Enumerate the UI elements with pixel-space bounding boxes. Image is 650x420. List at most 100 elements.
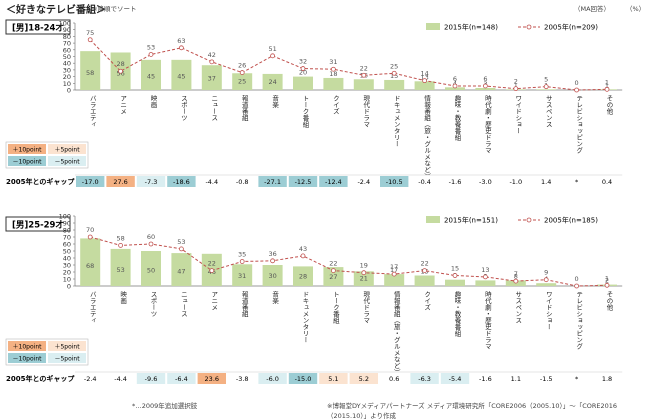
x-category-label: ドキュメンタリー bbox=[392, 95, 400, 147]
gap-cell-bg bbox=[380, 176, 409, 187]
bar bbox=[141, 251, 161, 286]
line-point bbox=[148, 241, 154, 247]
x-category-label: トーク番組 bbox=[331, 291, 339, 324]
line-value-label: 0 bbox=[575, 275, 579, 283]
gap-value: -1.5 bbox=[540, 375, 553, 383]
line-series bbox=[89, 39, 608, 91]
bar bbox=[445, 87, 465, 90]
color-key-label: ＋10point bbox=[13, 344, 43, 351]
line-value-label: 5 bbox=[544, 76, 548, 84]
line-point bbox=[361, 270, 367, 276]
gap-cell-bg bbox=[167, 373, 196, 384]
x-category-label: バラエティ bbox=[88, 95, 96, 128]
bar-value-label: 15 bbox=[390, 72, 398, 80]
line-point bbox=[148, 52, 154, 57]
y-tick-label: 80 bbox=[63, 227, 71, 235]
color-key-swatch bbox=[48, 353, 86, 363]
x-category-label: 現代ドラマ bbox=[362, 95, 370, 128]
x-category-label: ニュース bbox=[179, 291, 187, 317]
line-point bbox=[239, 259, 245, 264]
color-key-swatch bbox=[48, 341, 86, 351]
line-point bbox=[209, 268, 215, 274]
line-value-label: 22 bbox=[208, 260, 216, 268]
x-category-label: テレビショッピング bbox=[575, 95, 583, 154]
line-point bbox=[118, 68, 123, 74]
chart-title-box bbox=[5, 216, 71, 232]
gap-cell-bg bbox=[288, 373, 318, 384]
x-category-label: 現代ドラマ bbox=[362, 291, 370, 324]
bar bbox=[232, 73, 253, 90]
line-value-label: 6 bbox=[453, 75, 457, 83]
line-value-label: 63 bbox=[177, 37, 185, 45]
gap-value: -1.0 bbox=[509, 178, 522, 186]
bar bbox=[80, 238, 101, 286]
bar bbox=[475, 87, 496, 90]
gap-value: -18.6 bbox=[173, 178, 190, 186]
y-tick-label: 0 bbox=[67, 283, 71, 291]
bar bbox=[293, 266, 313, 286]
y-tick-label: 40 bbox=[63, 60, 71, 68]
x-category-label: サスペンス bbox=[514, 291, 522, 324]
bar bbox=[293, 76, 313, 90]
footnote: *…2009年追加選択肢 bbox=[132, 402, 198, 410]
bar bbox=[232, 264, 253, 286]
line-point bbox=[422, 268, 428, 274]
gap-value: -6.3 bbox=[418, 375, 431, 383]
line-value-label: 22 bbox=[420, 260, 428, 268]
x-category-label: ドキュメンタリー bbox=[301, 291, 309, 343]
gap-value: -27.1 bbox=[264, 178, 281, 186]
x-category-label: 時代劇・歴史ドラマ bbox=[483, 291, 491, 350]
bar bbox=[536, 283, 557, 286]
chart-title: [男]18-24才 bbox=[12, 23, 64, 34]
x-category-label: ニュース bbox=[210, 95, 218, 121]
y-tick-label: 50 bbox=[63, 53, 71, 61]
gap-value: -12.4 bbox=[325, 178, 342, 186]
color-key-swatch bbox=[8, 341, 46, 351]
bar-value-label: 24 bbox=[268, 78, 276, 86]
gap-value: 0.6 bbox=[389, 375, 399, 383]
bar-value-label: 47 bbox=[177, 267, 185, 275]
gap-value: 0.4 bbox=[602, 178, 612, 186]
legend-bar-swatch bbox=[426, 23, 440, 30]
bar bbox=[536, 89, 557, 90]
line-value-label: 75 bbox=[86, 29, 94, 37]
y-tick-label: 60 bbox=[63, 46, 71, 54]
bar-value-label: 45 bbox=[177, 73, 185, 81]
bar-value-label: 2 bbox=[605, 277, 609, 285]
line-point bbox=[270, 258, 276, 264]
x-category-label: テレビショッピング bbox=[575, 291, 583, 350]
gap-row-label: 2005年とのギャップ bbox=[6, 374, 75, 383]
gap-value: -12.5 bbox=[295, 178, 312, 186]
line-point bbox=[87, 37, 93, 43]
gap-cell-bg bbox=[258, 373, 287, 384]
gap-cell-bg bbox=[319, 373, 348, 384]
line-series bbox=[90, 236, 608, 287]
bar-value-label: 31 bbox=[238, 272, 246, 280]
y-tick-label: 30 bbox=[63, 262, 71, 270]
line-value-label: 22 bbox=[329, 260, 337, 268]
x-category-label: 趣味・教養番組 bbox=[453, 94, 461, 141]
y-tick-label: 10 bbox=[63, 276, 71, 284]
gap-value: 5.1 bbox=[328, 375, 338, 383]
y-tick-label: 60 bbox=[63, 241, 71, 249]
x-category-label: スポーツ bbox=[179, 95, 187, 121]
y-tick-label: 10 bbox=[63, 80, 71, 88]
line-point bbox=[300, 253, 306, 259]
x-category-label: 報道番組 bbox=[240, 95, 248, 122]
y-tick-label: 100 bbox=[59, 213, 71, 221]
bar bbox=[323, 267, 344, 286]
bar bbox=[80, 51, 101, 90]
x-category-label: スポーツ bbox=[149, 291, 157, 317]
color-key-label: ＋5point bbox=[54, 344, 80, 351]
line-value-label: 31 bbox=[329, 58, 337, 66]
y-tick-label: 20 bbox=[63, 269, 71, 277]
bar bbox=[201, 65, 222, 90]
gap-cell-bg bbox=[76, 176, 105, 187]
gap-value: 1.1 bbox=[511, 375, 521, 383]
line-value-label: 1 bbox=[605, 274, 609, 282]
bar bbox=[262, 265, 283, 286]
bar bbox=[414, 81, 435, 90]
line-point bbox=[270, 53, 276, 59]
line-value-label: 32 bbox=[299, 58, 307, 66]
